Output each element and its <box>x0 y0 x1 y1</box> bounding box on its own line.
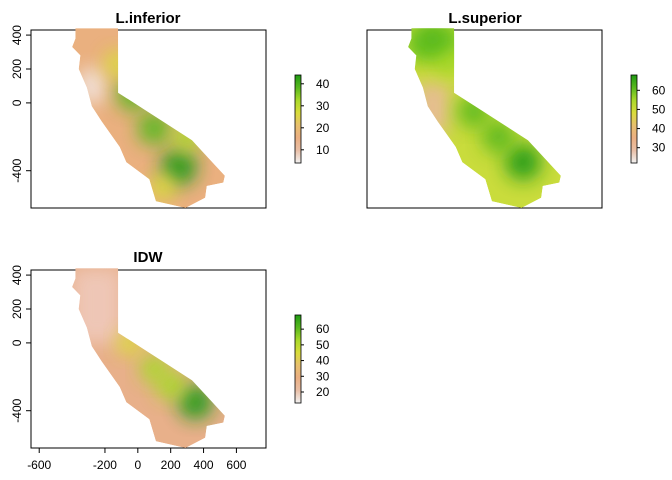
hotspot-2 <box>116 77 150 111</box>
y-tick-label: 400 <box>10 25 24 45</box>
y-tick-label: 200 <box>10 59 24 79</box>
legend-colorbar <box>630 74 638 164</box>
legend-tick-label: 50 <box>652 102 666 116</box>
y-tick-label: 400 <box>10 265 24 285</box>
y-axis-idw: -400 0 200 400 <box>10 265 31 423</box>
hotspot-4 <box>416 28 450 56</box>
region-wash <box>416 82 450 134</box>
hotspot-0 <box>160 149 197 186</box>
region-wash <box>72 268 122 343</box>
legend-tick-label: 20 <box>316 121 330 135</box>
hotspot-0 <box>505 144 542 181</box>
plot-frame-l-inferior <box>30 29 267 209</box>
y-tick-label: 0 <box>10 339 24 346</box>
hotspot-3 <box>116 329 143 357</box>
plot-frame-l-superior <box>366 29 603 209</box>
raster-map-idw <box>72 268 225 448</box>
legend-tick-label: 60 <box>652 83 666 97</box>
panel-title-l-superior: L.superior <box>448 10 522 27</box>
hotspot-4 <box>104 49 133 78</box>
panel-title-l-inferior: L.inferior <box>115 10 180 27</box>
x-axis-idw: -600 -200 0 200 400 600 <box>27 448 247 472</box>
y-tick-label: -400 <box>10 158 24 182</box>
legend-colorbar <box>294 314 302 404</box>
hotspot-1 <box>481 120 516 154</box>
legend-colorbar <box>294 74 302 164</box>
legend-tick-label: 30 <box>316 99 330 113</box>
x-tick-label: 400 <box>194 458 214 472</box>
x-tick-label: -600 <box>27 458 51 472</box>
legend-tick-label: 40 <box>316 77 330 91</box>
hotspot-2 <box>457 95 491 128</box>
legend-tick-label: 30 <box>652 141 666 155</box>
legend-tick-label: 30 <box>316 369 330 383</box>
legend-tick-label: 60 <box>316 322 330 336</box>
legend-tick-label: 10 <box>316 143 330 157</box>
panel-title-idw: IDW <box>133 249 163 266</box>
panel-idw: IDW -400 0 200 400 -600 -200 0 200 400 600 20 304… <box>10 249 330 472</box>
y-axis-l-inferior: -400 0 200 400 <box>10 25 31 183</box>
hotspot-1 <box>137 111 172 146</box>
plot-frame-idw <box>30 269 267 449</box>
hotspot-2 <box>139 353 169 383</box>
legend-tick-label: 40 <box>316 354 330 368</box>
x-tick-label: 200 <box>161 458 181 472</box>
x-tick-label: 0 <box>134 458 141 472</box>
panel-l-inferior: L.inferior -400 0 200 400 10 20 30 40 <box>10 10 330 209</box>
hotspot-5 <box>148 174 176 202</box>
hotspot-3 <box>172 121 203 152</box>
y-tick-label: -400 <box>10 398 24 422</box>
y-tick-label: 200 <box>10 299 24 319</box>
legend-tick-label: 50 <box>316 338 330 352</box>
x-tick-label: 600 <box>226 458 246 472</box>
y-tick-label: 0 <box>10 99 24 106</box>
legend-tick-label: 40 <box>652 122 666 136</box>
region-wash <box>78 68 105 103</box>
legend-tick-label: 20 <box>316 385 330 399</box>
legend-l-inferior: 10 20 30 40 <box>294 74 330 164</box>
raster-map-l-superior <box>408 28 561 208</box>
raster-map-l-inferior <box>72 28 225 208</box>
hotspot-0 <box>177 384 213 420</box>
panel-l-superior: L.superior 30 40 50 60 <box>366 10 666 209</box>
x-tick-label: -200 <box>93 458 117 472</box>
legend-l-superior: 30 40 50 60 <box>630 74 666 164</box>
